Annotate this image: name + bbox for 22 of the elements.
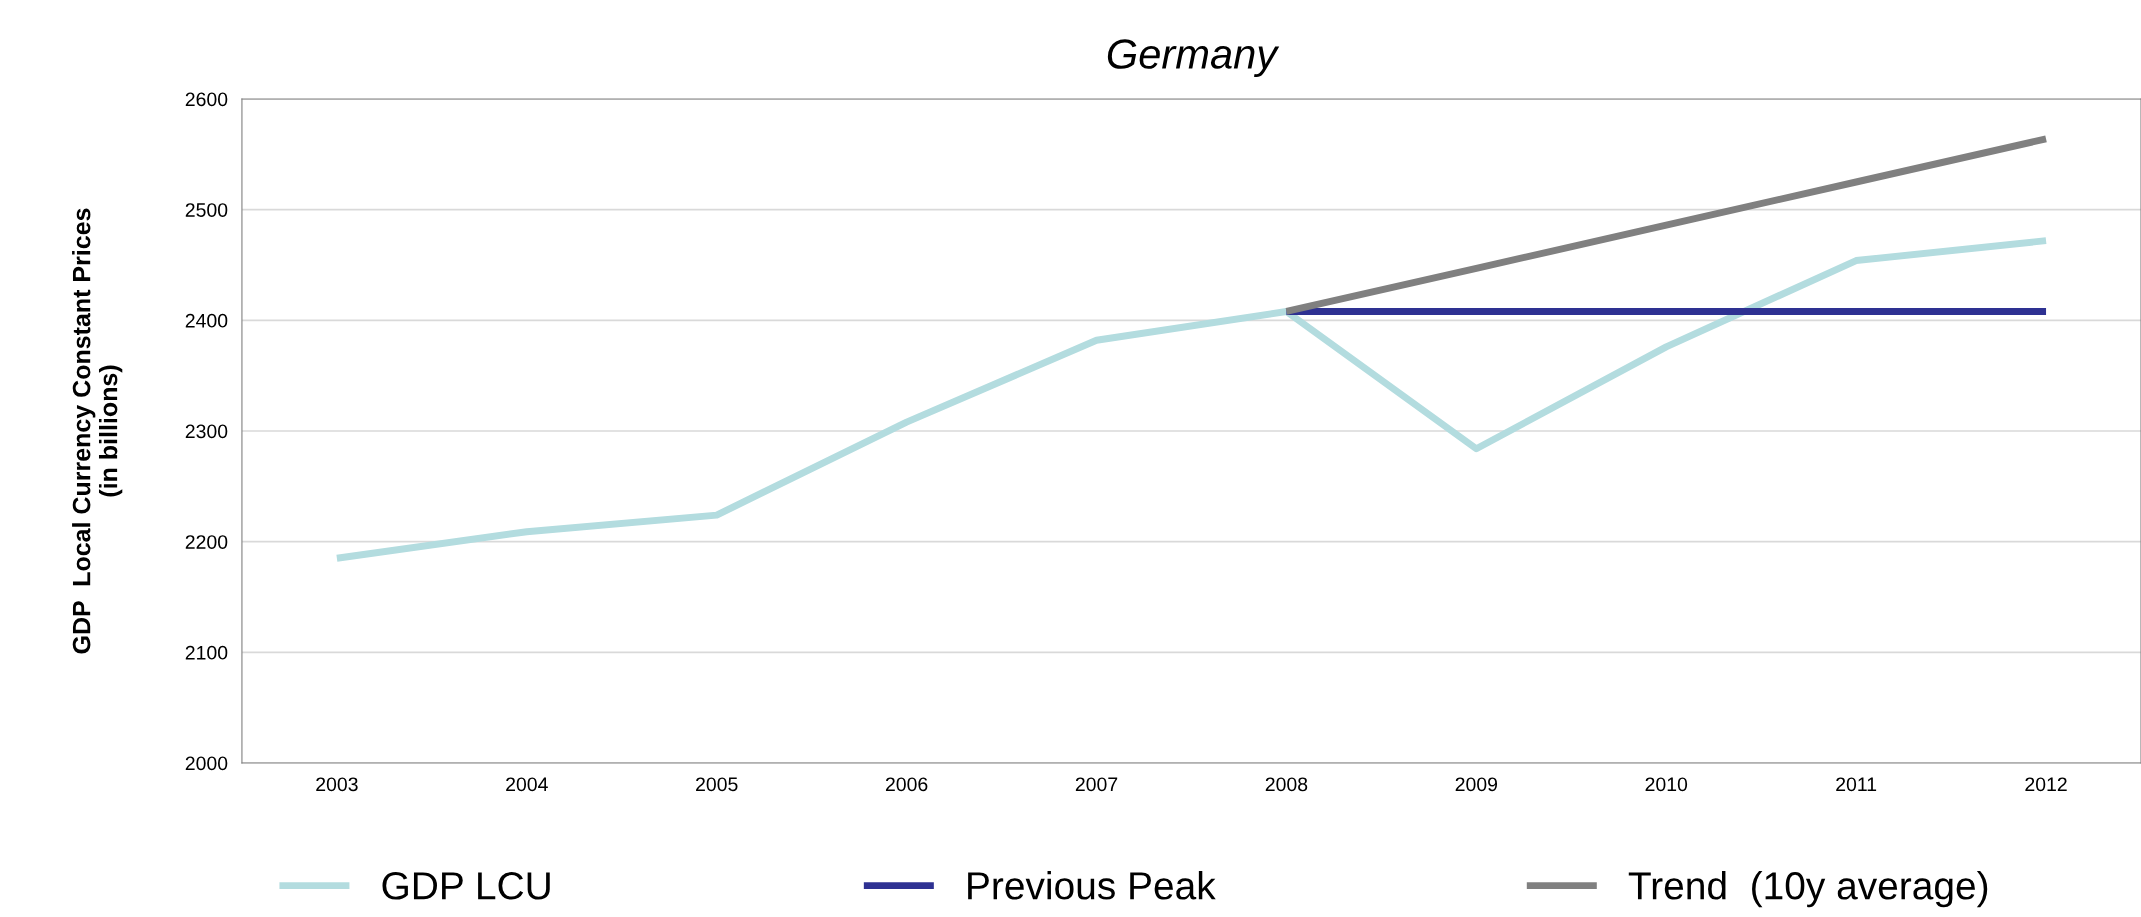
x-tick-label: 2009 (1455, 777, 1498, 792)
x-tick-label: 2004 (506, 777, 548, 792)
x-tick-label: 2003 (316, 777, 358, 792)
x-tick-label: 2006 (885, 777, 928, 792)
x-tick-label: 2008 (1265, 777, 1308, 792)
legend-label: Previous Peak (968, 871, 1216, 900)
x-tick-label: 2007 (1075, 777, 1118, 792)
y-tick-label: 2300 (185, 424, 228, 439)
chart-title: Germany (1107, 39, 1280, 78)
legend-label: Trend (10y average) (1628, 871, 1988, 908)
x-tick-label: 2011 (1836, 777, 1877, 792)
x-tick-label: 2012 (2025, 777, 2067, 792)
y-tick-label: 2200 (185, 535, 228, 549)
y-tick-label: 2600 (185, 92, 228, 107)
y-tick-label: 2000 (185, 756, 228, 771)
x-tick-label: 2005 (696, 777, 738, 792)
y-tick-label: 2500 (185, 203, 228, 217)
x-tick-label: 2010 (1645, 777, 1688, 792)
legend-label: GDP LCU (382, 872, 550, 900)
y-axis-title: GDP Local Currency Constant Prices (in billions) (72, 208, 123, 654)
y-tick-label: 2400 (185, 313, 228, 328)
y-tick-label: 2100 (185, 645, 228, 660)
